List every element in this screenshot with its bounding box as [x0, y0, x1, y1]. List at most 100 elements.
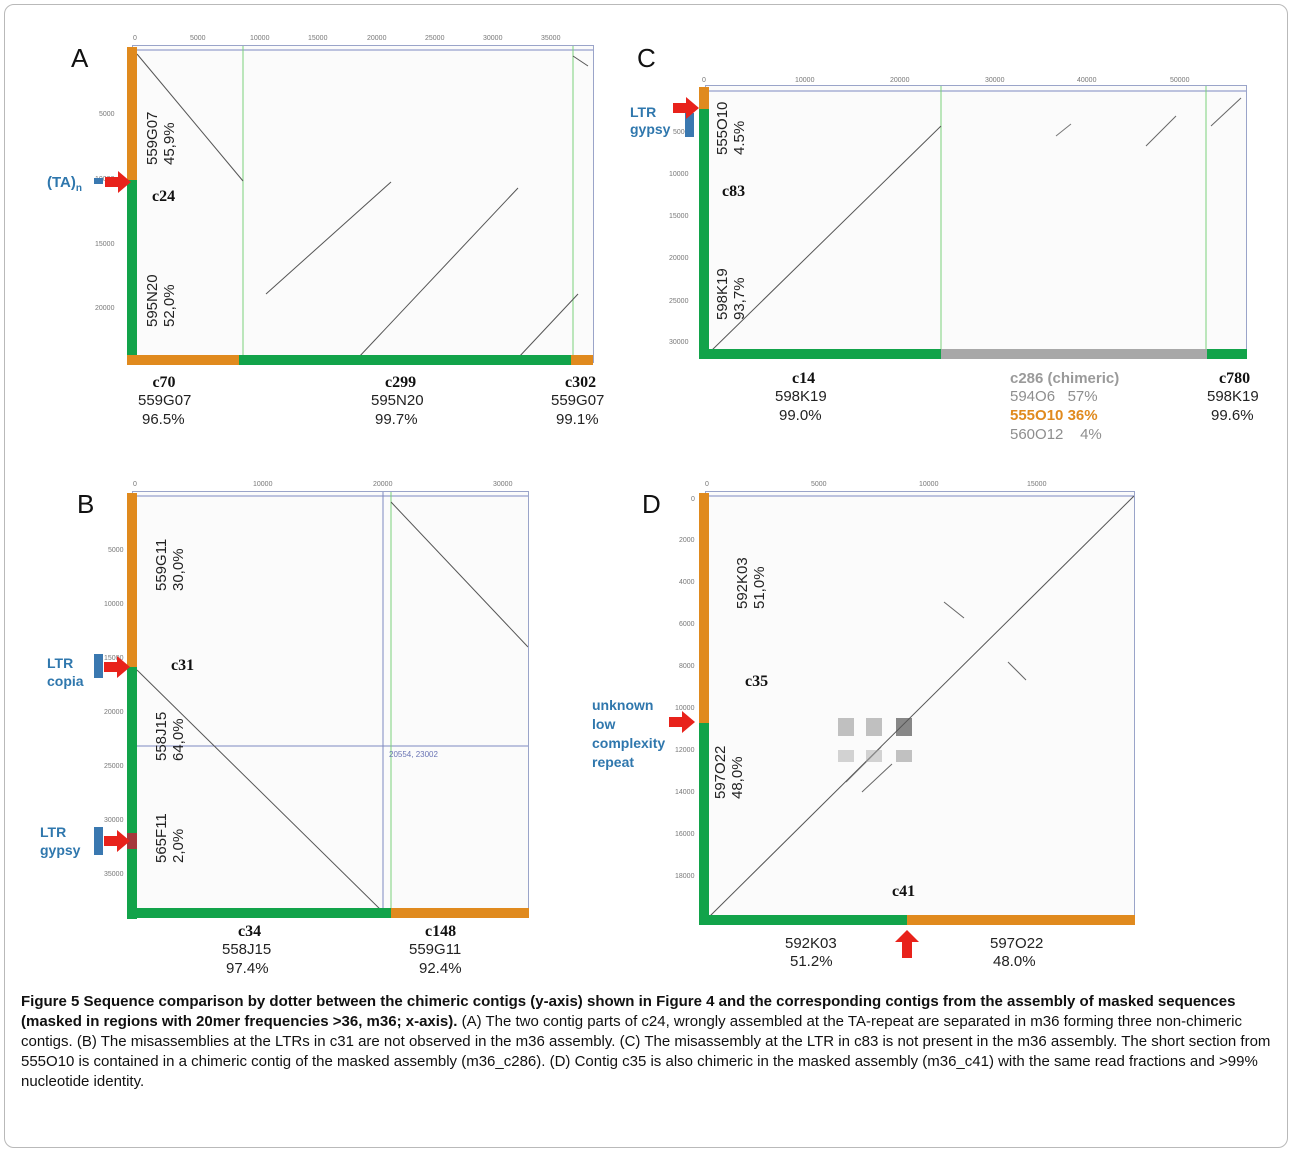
figure-frame: A 0 5000 10000 15000 20000 25000 30000 3… [4, 4, 1288, 1148]
panel-c-y-tick: 15000 [669, 213, 689, 220]
panel-a-x-bar-c302 [571, 355, 593, 365]
panel-d-x-bar-597O22 [907, 915, 1135, 925]
panel-b-red-arrow-icon [104, 656, 130, 678]
panel-d-y-tick: 14000 [675, 789, 695, 796]
panel-a-plot-svg [133, 46, 593, 362]
panel-b-c34-pct: 97.4% [226, 960, 269, 977]
panel-d-y-tick: 18000 [675, 873, 695, 880]
panel-b-seg1-label: 559G11 30,0% [153, 538, 187, 591]
panel-b-y-bar-orange [127, 493, 137, 667]
panel-b-red-arrow-icon [104, 830, 130, 852]
panel-d-y-tick: 10000 [675, 705, 695, 712]
panel-c-y-tick: 20000 [669, 255, 689, 262]
panel-a-y-bar-orange [127, 47, 137, 180]
panel-a-seg2-label: 595N20 52,0% [144, 274, 178, 327]
panel-c-y-tick: 10000 [669, 171, 689, 178]
figure-caption: Figure 5 Sequence comparison by dotter b… [21, 992, 1283, 1092]
panel-d-seg1-label: 592K03 51,0% [734, 557, 768, 609]
panel-d-plot-svg [706, 495, 1134, 917]
panel-c-dotplot [705, 85, 1247, 355]
panel-c-x-bar-c780 [1207, 349, 1247, 359]
panel-b-y-bar-green1 [127, 667, 137, 833]
panel-b-seg2-label: 558J15 64,0% [153, 711, 187, 761]
panel-d-y-tick: 2000 [679, 537, 695, 544]
panel-c-letter: C [637, 43, 656, 73]
panel-c-y-tick: 30000 [669, 339, 689, 346]
panel-b-y-bar-green2 [127, 849, 137, 919]
panel-d-x-bar-592K03 [699, 915, 907, 925]
panel-d-dotplot [705, 491, 1135, 921]
panel-a-c302-pct: 99.1% [556, 411, 599, 428]
panel-d-y-bar-orange [699, 493, 709, 723]
caption-title: Figure 5 Sequence comparison by dotter b… [21, 993, 1236, 1030]
panel-d-red-arrow-icon [669, 711, 695, 733]
panel-c-x-tick: 30000 [985, 77, 1005, 84]
panel-c-x-tick: 50000 [1170, 77, 1190, 84]
panel-c-c780-clone: 598K19 [1207, 388, 1259, 405]
panel-b-y-tick: 20000 [104, 709, 124, 716]
panel-a-contig-c302: c302 [565, 374, 597, 391]
panel-a-x-tick: 20000 [367, 35, 387, 42]
panel-b-seg3-label: 565F11 2,0% [153, 813, 187, 863]
panel-b-x-tick: 30000 [493, 481, 513, 488]
panel-b-x-tick: 20000 [373, 481, 393, 488]
panel-d-y-tick: 12000 [675, 747, 695, 754]
panel-c-y-tick: 5000 [673, 129, 689, 136]
panel-c-x-tick: 10000 [795, 77, 815, 84]
panel-a-letter: A [71, 43, 89, 73]
panel-d-y-tick: 6000 [679, 621, 695, 628]
panel-b-plot-svg [133, 492, 528, 916]
panel-a-x-tick: 35000 [541, 35, 561, 42]
panel-c-y-tick: 25000 [669, 298, 689, 305]
panel-b-repeat2-label: LTR gypsy [40, 824, 81, 858]
panel-b-dotplot: 20554, 23002 [132, 491, 529, 917]
panel-c-contig-c14: c14 [792, 370, 816, 387]
panel-d-y-tick: 0 [691, 496, 695, 503]
panel-a-x-bar-c299 [239, 355, 571, 365]
panel-d-repeat-label: unknown low complexity repeat [592, 697, 666, 770]
panel-c-contig-c780: c780 [1219, 370, 1251, 387]
panel-c-chimeric-row-highlight: 555O10 36% [1010, 407, 1098, 424]
panel-a-c302-clone: 559G07 [551, 392, 605, 409]
panel-d-y-bar-green [699, 723, 709, 925]
panel-d-x-tick: 15000 [1027, 481, 1047, 488]
panel-a-repeat-label: (TA)n [47, 174, 82, 194]
panel-a-x-tick: 10000 [250, 35, 270, 42]
panel-d-x-tick: 10000 [919, 481, 939, 488]
panel-b-y-tick: 10000 [104, 601, 124, 608]
panel-d-letter: D [642, 489, 661, 519]
panel-b-y-tick: 25000 [104, 763, 124, 770]
panel-c-seg2-label: 598K19 93,7% [714, 268, 748, 320]
caption-body: (A) The two contig parts of c24, wrongly… [21, 1013, 1271, 1090]
panel-a-dotplot [132, 45, 594, 363]
panel-c-repeat-label: LTR gypsy [630, 104, 671, 137]
panel-c-red-arrow-icon [673, 97, 699, 119]
panel-d-up-arrow-icon [895, 930, 919, 958]
panel-c-chimeric-title: c286 (chimeric) [1010, 370, 1120, 387]
panel-d-y-tick: 4000 [679, 579, 695, 586]
panel-d-x-seg1-clone: 592K03 [785, 935, 837, 952]
panel-b-repeat2-marker [94, 827, 103, 855]
panel-c-x-tick: 20000 [890, 77, 910, 84]
panel-a-red-arrow-icon [105, 171, 131, 193]
panel-c-y-bar-orange [699, 87, 709, 109]
panel-d-x-seg1-pct: 51.2% [790, 953, 833, 970]
panel-d-x-seg2-pct: 48.0% [993, 953, 1036, 970]
panel-c-c14-clone: 598K19 [775, 388, 827, 405]
panel-d-x-seg2-clone: 597O22 [990, 935, 1044, 952]
panel-b-c34-clone: 558J15 [222, 941, 272, 958]
panel-b-letter: B [77, 489, 95, 519]
panel-c-repeat-marker [685, 113, 694, 137]
panel-b-contig-c34: c34 [238, 923, 262, 940]
panel-b-y-tick: 30000 [104, 817, 124, 824]
panel-b-contig-c148: c148 [425, 923, 457, 940]
panel-b-y-bar-red [127, 833, 137, 849]
panel-d-y-tick: 8000 [679, 663, 695, 670]
panel-c-plot-svg [706, 86, 1246, 354]
panel-b-x-bar-c148 [391, 908, 529, 918]
panel-a-x-tick: 25000 [425, 35, 445, 42]
panel-b-c148-clone: 559G11 [409, 941, 462, 958]
panel-b-crosshair-label: 20554, 23002 [389, 750, 438, 759]
panel-a-y-contig: c24 [152, 188, 176, 205]
panel-a-y-tick: 15000 [95, 241, 115, 248]
